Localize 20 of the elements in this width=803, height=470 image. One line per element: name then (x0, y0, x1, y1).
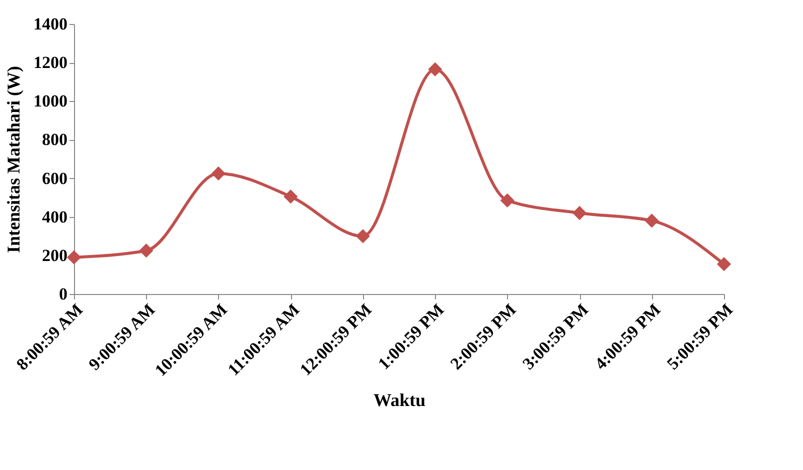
point (716, 257, 732, 272)
point (644, 214, 659, 228)
point (572, 206, 587, 220)
y-axis-title: Intensitas Matahari (W) (4, 66, 24, 253)
y-tick-label: 400 (42, 207, 68, 226)
y-tick-label: 800 (42, 130, 68, 150)
y-tick-label: 1000 (34, 92, 68, 111)
point (66, 250, 82, 264)
y-tick-label: 0 (59, 284, 68, 304)
point (139, 244, 154, 258)
point (500, 193, 514, 208)
point (284, 190, 298, 204)
point (356, 229, 370, 244)
point (211, 166, 226, 181)
y-tick-label: 1200 (34, 53, 68, 72)
x-axis-title: Waktu (373, 390, 426, 410)
point (428, 62, 442, 76)
y-tick-label: 200 (42, 246, 68, 265)
y-tick-label: 600 (42, 168, 68, 188)
y-tick-label: 1400 (34, 14, 68, 34)
